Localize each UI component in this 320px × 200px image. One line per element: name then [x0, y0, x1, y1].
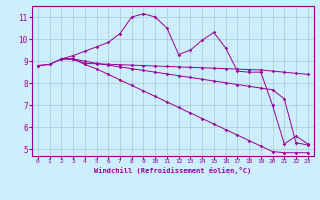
X-axis label: Windchill (Refroidissement éolien,°C): Windchill (Refroidissement éolien,°C) — [94, 167, 252, 174]
